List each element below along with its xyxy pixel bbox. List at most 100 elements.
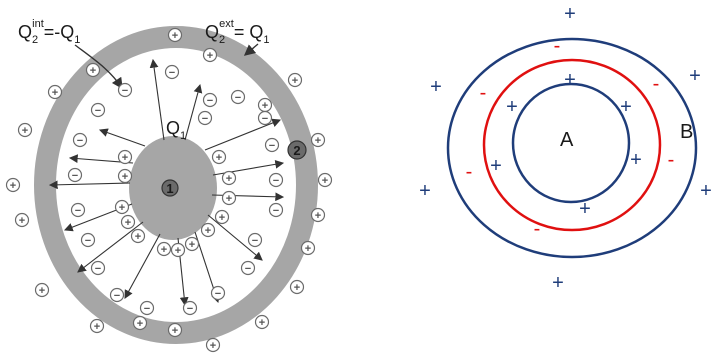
negative-charge-symbol: − [117, 82, 133, 98]
charge-symbols: +++++++++++++++++++++ ++ ++++++++ ++−− −−−−−… [5, 27, 333, 353]
positive-charge-symbol: + [564, 69, 576, 91]
svg-text:−: − [75, 205, 81, 217]
field-arrow [48, 180, 131, 190]
negative-charge-symbol: − [230, 89, 246, 105]
svg-text:−: − [144, 303, 150, 315]
svg-text:−: − [169, 67, 175, 79]
negative-charge-symbol: − [247, 232, 263, 248]
positive-charge-symbol: + [167, 27, 183, 43]
svg-text:−: − [215, 288, 221, 300]
svg-text:−: − [95, 263, 101, 275]
positive-charge-symbol: + [114, 199, 130, 215]
q2-ext-label: Q2ext= Q1 [205, 18, 269, 46]
positive-charge-symbol: + [117, 149, 133, 165]
negative-charge-symbol: − [72, 132, 88, 148]
positive-charge-symbol: + [202, 47, 218, 63]
svg-text:−: − [235, 92, 241, 104]
svg-text:+: + [161, 244, 167, 256]
positive-charge-symbol: + [200, 222, 216, 238]
positive-charge-symbol: + [287, 72, 303, 88]
negative-charge-symbol: − [257, 110, 273, 126]
svg-text:+: + [226, 193, 232, 205]
positive-charge-symbol: + [254, 314, 270, 330]
positive-charge-symbol: + [630, 149, 642, 171]
svg-text:+: + [322, 175, 328, 187]
svg-text:+: + [22, 125, 28, 137]
negative-charge-symbol: - [534, 218, 541, 240]
positive-charge-symbol: + [17, 122, 33, 138]
field-arrow [124, 233, 161, 299]
positive-charge-symbol: + [132, 315, 148, 331]
nested-conductors-diagram: A B ++ ++ ++++ ++ ++-- ---- [419, 3, 712, 294]
svg-text:+: + [10, 180, 16, 192]
positive-charge-symbol: + [205, 337, 221, 353]
field-arrow [204, 118, 282, 151]
red-circle [482, 58, 662, 232]
svg-text:−: − [269, 140, 275, 152]
negative-charge-symbol: − [109, 287, 125, 303]
svg-text:+: + [219, 212, 225, 224]
positive-charge-symbol: + [689, 65, 701, 87]
charge-symbols-right: ++ ++ ++++ ++ ++-- ---- [419, 3, 712, 294]
field-arrow [184, 83, 203, 141]
svg-text:+: + [294, 282, 300, 294]
negative-charge-symbol: − [202, 92, 218, 108]
svg-text:−: − [72, 170, 78, 182]
label-a: A [560, 129, 574, 151]
svg-text:+: + [207, 50, 213, 62]
conductor-1-label: 1 [166, 181, 173, 196]
positive-charge-symbol: + [117, 168, 133, 184]
svg-text:−: − [122, 85, 128, 97]
conductor-2-label: 2 [293, 143, 300, 158]
negative-charge-symbol: − [90, 260, 106, 276]
positive-charge-symbol: + [214, 209, 230, 225]
svg-text:+: + [94, 321, 100, 333]
negative-charge-symbol: - [668, 149, 675, 171]
negative-charge-symbol: − [90, 102, 106, 118]
positive-charge-symbol: + [120, 214, 136, 230]
negative-charge-symbol: − [197, 110, 213, 126]
field-arrow [77, 221, 144, 273]
q2-ext-pointer [243, 43, 259, 56]
outer-blue-circle [446, 37, 698, 259]
positive-charge-symbol: + [89, 318, 105, 334]
field-arrow [212, 159, 285, 176]
positive-charge-symbol: + [317, 172, 333, 188]
positive-charge-symbol: + [564, 3, 576, 25]
svg-text:+: + [262, 100, 268, 112]
field-arrow [98, 128, 146, 147]
svg-text:+: + [39, 285, 45, 297]
negative-charge-symbol: − [264, 137, 280, 153]
positive-charge-symbol: + [211, 149, 227, 165]
positive-charge-symbol: + [170, 242, 186, 258]
negative-charge-symbol: - [480, 82, 487, 104]
positive-charge-symbol: + [552, 272, 564, 294]
svg-text:+: + [135, 231, 141, 243]
positive-charge-symbol: + [85, 62, 101, 78]
positive-charge-symbol: + [700, 180, 712, 202]
positive-charge-symbol: + [300, 240, 316, 256]
positive-charge-symbol: + [490, 155, 502, 177]
svg-text:+: + [315, 210, 321, 222]
negative-charge-symbol: − [182, 300, 198, 316]
induced-charge-diagram: +++++++++++++++++++++ ++ ++++++++ ++−− −−−−−… [5, 18, 333, 353]
svg-text:+: + [122, 171, 128, 183]
svg-text:+: + [119, 202, 125, 214]
svg-text:+: + [226, 173, 232, 185]
negative-charge-symbol: - [554, 35, 561, 57]
svg-text:+: + [19, 215, 25, 227]
svg-text:+: + [122, 152, 128, 164]
negative-charge-symbol: − [67, 167, 83, 183]
negative-charge-symbol: − [268, 202, 284, 218]
svg-text:+: + [172, 30, 178, 42]
field-arrow [149, 58, 165, 141]
positive-charge-symbol: + [130, 228, 146, 244]
negative-charge-symbol: − [139, 300, 155, 316]
positive-charge-symbol: + [221, 190, 237, 206]
field-arrow [207, 214, 263, 261]
svg-text:+: + [172, 325, 178, 337]
svg-text:+: + [305, 243, 311, 255]
negative-charge-symbol: - [653, 73, 660, 95]
svg-text:−: − [273, 175, 279, 187]
negative-charge-symbol: − [70, 202, 86, 218]
